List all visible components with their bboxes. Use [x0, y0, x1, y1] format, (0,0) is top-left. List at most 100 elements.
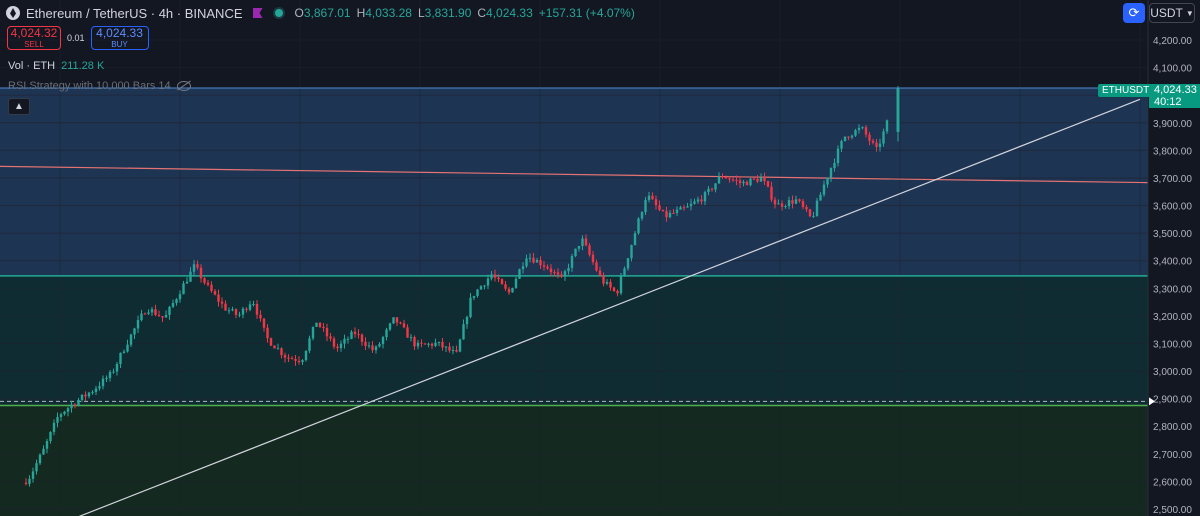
candle — [689, 203, 693, 207]
candle — [259, 314, 262, 319]
candle — [759, 177, 763, 182]
candle — [808, 209, 812, 217]
currency-selector[interactable]: USDT ▼ — [1149, 3, 1195, 23]
candle — [367, 345, 371, 347]
candle — [518, 269, 521, 279]
candle — [836, 148, 840, 163]
candle — [378, 343, 381, 347]
candle — [220, 301, 224, 304]
candle — [784, 206, 787, 208]
candle — [542, 265, 546, 267]
price-tick-label: 2,800.00 — [1153, 422, 1192, 433]
support-trendline — [78, 98, 1141, 516]
candle — [63, 411, 66, 415]
candle — [612, 287, 616, 292]
candle — [392, 317, 395, 324]
candle — [735, 179, 738, 181]
volume-legend: Vol · ETH 211.28 K — [8, 60, 104, 72]
candle — [850, 135, 854, 138]
candle — [563, 271, 567, 277]
candle — [52, 422, 56, 432]
candle — [476, 289, 479, 296]
sell-button[interactable]: 4,024.32 SELL — [7, 26, 61, 50]
candle — [311, 326, 315, 339]
candle — [395, 317, 399, 323]
candle — [91, 391, 94, 393]
bar-countdown: 40:12 — [1154, 96, 1182, 108]
candle — [458, 339, 462, 352]
hidden-eye-icon[interactable] — [176, 81, 191, 91]
candle — [658, 205, 661, 210]
candle — [241, 308, 245, 315]
candle — [668, 212, 672, 218]
candle — [49, 431, 52, 442]
candle — [133, 328, 136, 335]
market-open-icon — [274, 9, 283, 17]
candle — [157, 315, 161, 317]
candle — [185, 281, 189, 284]
order-quantity[interactable]: 0.01 — [67, 33, 85, 43]
candle — [493, 274, 497, 278]
candle — [815, 200, 819, 217]
candle — [857, 127, 861, 131]
candle — [248, 304, 252, 310]
price-tick-label: 2,700.00 — [1153, 450, 1192, 461]
candle — [826, 177, 829, 185]
candle — [623, 268, 626, 277]
candle — [87, 392, 91, 397]
high-value: 4,033.28 — [365, 6, 412, 20]
candle — [637, 218, 640, 234]
candle — [59, 414, 63, 418]
candle — [630, 245, 633, 259]
candle — [336, 346, 339, 349]
buy-button[interactable]: 4,024.33 BUY — [90, 26, 149, 50]
candle — [528, 257, 532, 259]
candle — [805, 206, 808, 210]
candle — [829, 168, 833, 178]
candle — [553, 272, 556, 274]
candle — [854, 130, 857, 136]
candle — [451, 349, 455, 351]
candle — [742, 181, 745, 184]
last-candle — [896, 88, 900, 132]
candle — [535, 259, 539, 263]
candle — [882, 131, 885, 144]
trade-panel: 4,024.32 SELL 0.01 4,024.33 BUY — [7, 26, 149, 50]
candle — [843, 136, 847, 142]
auto-scale-button[interactable]: ⟳ — [1123, 3, 1145, 23]
candle — [486, 278, 490, 286]
candle — [402, 323, 406, 328]
candle — [255, 303, 259, 315]
candle — [745, 181, 749, 186]
symbol-title[interactable]: Ethereum / TetherUS · 4h · BINANCE — [26, 5, 243, 21]
candle — [798, 199, 801, 202]
symbol-price-tag: ETHUSDT — [1098, 84, 1154, 97]
candle — [147, 312, 150, 314]
candle — [276, 348, 280, 350]
candle — [731, 179, 735, 181]
study-legend[interactable]: RSI Strategy with 10,000 Bars 14 — [8, 80, 191, 92]
candle — [189, 271, 192, 282]
candle — [206, 282, 210, 285]
chevron-up-icon: ▲ — [14, 101, 24, 112]
candle — [420, 342, 423, 344]
candle — [409, 337, 413, 339]
candle — [77, 399, 80, 406]
candle — [245, 308, 248, 310]
candle — [773, 199, 777, 205]
study-label: RSI Strategy with 10,000 Bars 14 — [8, 80, 171, 92]
candle — [332, 338, 336, 347]
candle — [483, 285, 486, 287]
candle — [616, 291, 619, 294]
candle — [115, 363, 119, 372]
collapse-legend-button[interactable]: ▲ — [8, 98, 30, 115]
candle — [465, 316, 469, 325]
candle — [45, 441, 49, 449]
candle — [714, 183, 717, 190]
candle — [801, 201, 805, 207]
candle — [322, 326, 325, 329]
flag-icon[interactable] — [252, 8, 263, 18]
candle — [290, 358, 294, 360]
candle — [294, 359, 297, 361]
